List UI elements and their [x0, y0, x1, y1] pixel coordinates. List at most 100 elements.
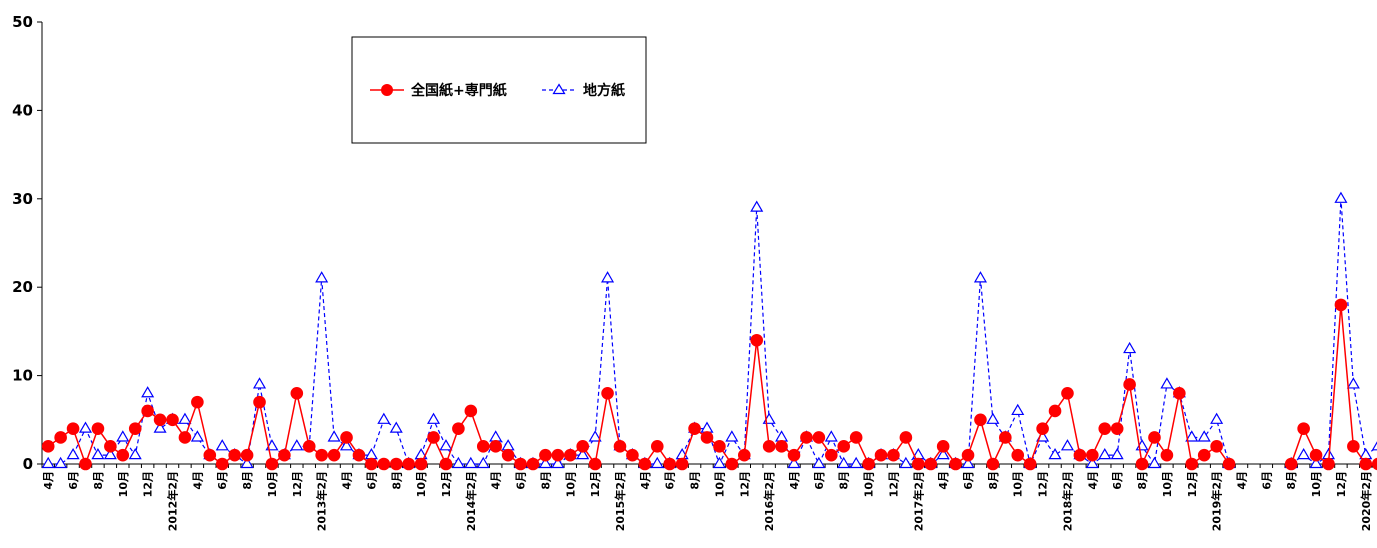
x-tick-label: 8月: [1136, 471, 1149, 490]
data-point-local: [153, 421, 167, 433]
data-point-national: [203, 448, 217, 462]
data-point-national: [54, 431, 67, 444]
data-point-local: [936, 447, 950, 460]
data-point-national: [824, 448, 838, 462]
x-tick-label: 12月: [589, 471, 602, 497]
x-tick-label: 8月: [539, 471, 552, 490]
data-point-national: [638, 457, 652, 471]
data-point-national: [762, 440, 776, 453]
series-line-national: [1290, 304, 1377, 466]
data-point-local: [427, 412, 441, 424]
data-point-national: [340, 431, 353, 444]
data-point-national: [812, 431, 826, 444]
data-point-national: [1222, 457, 1236, 471]
x-tick-label: 10月: [713, 471, 726, 497]
data-point-national: [899, 431, 913, 444]
data-point-local: [712, 456, 726, 469]
data-point-national: [737, 448, 751, 462]
data-point-local: [1297, 447, 1311, 460]
data-point-local: [750, 200, 764, 212]
data-point-local: [389, 421, 403, 433]
x-tick-label: 8月: [241, 471, 254, 490]
data-point-national: [924, 457, 938, 471]
data-point-national: [240, 448, 254, 462]
x-tick-label: 2012年2月: [166, 471, 180, 531]
x-tick-label: 2014年2月: [464, 471, 478, 531]
data-point-local: [54, 456, 68, 469]
x-tick-label: 8月: [987, 471, 1000, 490]
data-point-national: [688, 422, 701, 435]
data-point-national: [576, 440, 590, 453]
data-point-local: [849, 456, 863, 469]
x-tick-label: 10月: [1161, 471, 1174, 497]
x-tick-label: 4月: [341, 471, 354, 490]
data-point-national: [402, 457, 415, 471]
data-point-national: [365, 457, 378, 471]
data-point-local: [1048, 447, 1062, 460]
data-point-local: [103, 447, 117, 460]
data-point-local: [1098, 447, 1112, 460]
data-point-local: [290, 439, 304, 451]
data-point-local: [252, 377, 267, 389]
data-point-local: [1011, 403, 1025, 416]
x-tick-label: 6月: [67, 471, 80, 490]
data-point-local: [91, 447, 105, 460]
data-point-local: [66, 447, 80, 460]
x-tick-label: 4月: [490, 471, 503, 490]
data-point-national: [613, 440, 627, 453]
y-tick-label: 10: [12, 367, 33, 385]
x-tick-label: 4月: [788, 471, 801, 490]
data-point-national: [837, 440, 851, 453]
data-point-national: [1098, 422, 1112, 435]
x-tick-label: 2020年2月: [1359, 471, 1373, 531]
data-point-national: [526, 457, 540, 471]
data-point-national: [315, 448, 328, 462]
data-point-national: [153, 413, 167, 427]
data-point-local: [178, 412, 192, 424]
data-point-national: [1110, 422, 1124, 435]
legend-label-local: 地方紙: [583, 82, 625, 99]
x-tick-label: 8月: [1285, 471, 1298, 490]
x-tick-label: 2015年2月: [613, 471, 627, 531]
data-point-national: [999, 431, 1012, 444]
data-point-national: [228, 448, 241, 462]
data-point-national: [912, 457, 925, 471]
legend-marker-local: [552, 83, 566, 95]
x-tick-label: 10月: [1012, 471, 1025, 497]
data-point-national: [141, 404, 154, 418]
data-point-local: [327, 430, 341, 442]
data-point-national: [191, 395, 204, 409]
data-point-national: [1185, 457, 1199, 471]
data-point-national: [427, 431, 440, 444]
data-point-national: [66, 422, 80, 435]
data-point-national: [713, 440, 726, 453]
axes: [41, 22, 1372, 465]
data-point-national: [1086, 448, 1099, 462]
data-point-local: [501, 439, 515, 451]
data-point-national: [750, 333, 764, 347]
x-tick-label: 6月: [664, 471, 677, 490]
data-point-national: [601, 386, 614, 400]
data-point-national: [563, 448, 577, 462]
data-point-national: [1284, 457, 1298, 471]
data-point-national: [104, 440, 117, 453]
data-point-national: [1148, 431, 1161, 444]
x-tick-label: 6月: [1111, 471, 1124, 490]
data-point-national: [278, 448, 291, 462]
legend-label-national: 全国紙+専門紙: [410, 82, 507, 99]
data-point-local: [650, 456, 664, 469]
data-point-local: [1197, 430, 1211, 442]
data-point-national: [1322, 457, 1335, 471]
x-tick-label: 6月: [1260, 471, 1273, 490]
data-point-national: [178, 431, 192, 444]
data-point-national: [79, 457, 92, 471]
y-tick-label: 50: [12, 13, 33, 31]
data-point-national: [588, 457, 602, 471]
x-tick-label: 6月: [962, 471, 975, 490]
y-tick-label: 20: [12, 278, 33, 296]
series-national: [41, 298, 1377, 471]
data-point-national: [302, 440, 316, 453]
x-tick-label: 12月: [1037, 471, 1050, 497]
data-point-national: [1135, 457, 1149, 471]
data-point-local: [986, 412, 1000, 424]
